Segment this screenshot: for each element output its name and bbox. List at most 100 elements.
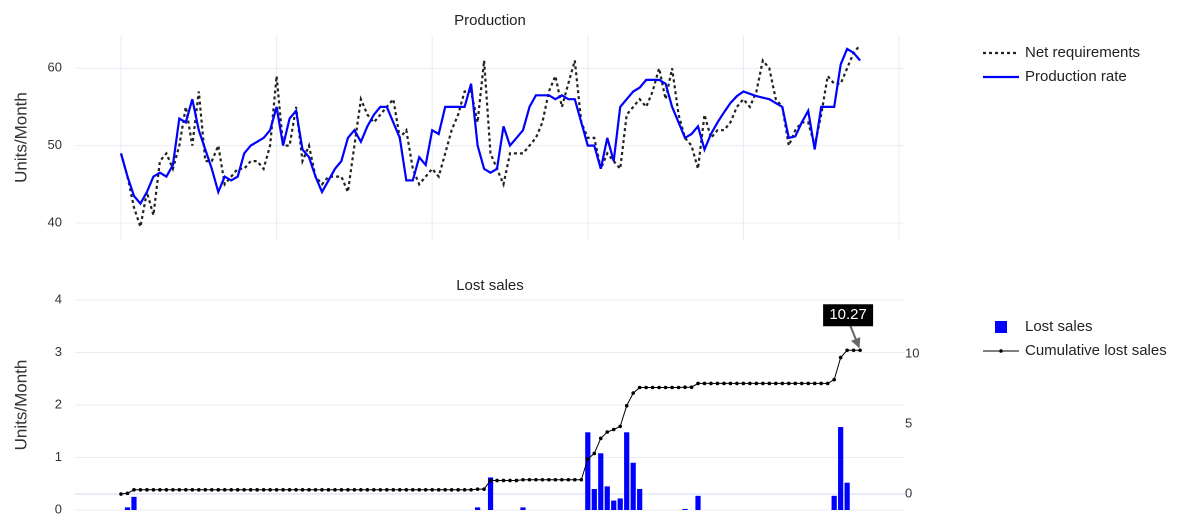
bar [611, 500, 617, 510]
series-point [501, 478, 506, 483]
series-point [346, 488, 350, 492]
bar [695, 495, 701, 510]
series-point [702, 381, 707, 386]
series-point [391, 488, 396, 492]
series-point [586, 457, 590, 461]
series-point [274, 488, 279, 492]
series-point [209, 488, 214, 492]
series-point [514, 478, 519, 483]
series-point [261, 488, 266, 492]
series-point [177, 488, 182, 492]
series-point [229, 488, 234, 492]
series-point [378, 488, 383, 492]
legend-label: Lost sales [1025, 318, 1093, 335]
series-point [300, 488, 305, 492]
series-point [333, 488, 337, 492]
series-point [436, 488, 441, 492]
series-point [637, 385, 642, 390]
series-point [138, 488, 143, 492]
series-point [819, 381, 823, 386]
y-axis-label: Units/Month [11, 360, 30, 451]
bar [131, 496, 137, 510]
series-point [579, 477, 584, 482]
series-point [248, 488, 253, 492]
series-point [851, 348, 856, 353]
annotation-arrow [849, 324, 861, 349]
series-point [268, 488, 272, 492]
series-point [339, 488, 344, 492]
series-point [715, 381, 720, 386]
series-point [663, 385, 668, 390]
series-point [462, 488, 467, 492]
series-point [184, 488, 188, 492]
series-point [547, 477, 551, 482]
series-point [242, 488, 246, 492]
series-point [313, 488, 318, 492]
y-tick-label: 0 [55, 501, 62, 516]
bar [124, 507, 131, 510]
y-tick-label: 4 [55, 291, 62, 306]
series-point [281, 488, 285, 492]
bar [637, 489, 643, 510]
series-point [592, 451, 597, 456]
series-point [644, 385, 648, 390]
series-point [125, 491, 130, 496]
series-point [132, 488, 136, 492]
series-point [164, 488, 169, 492]
series-point [508, 478, 512, 483]
legend-label: Net requirements [1025, 44, 1140, 61]
y-tick-label: 60 [48, 60, 62, 75]
legend-swatch [995, 321, 1007, 333]
series-point [728, 381, 733, 386]
series-point [631, 391, 635, 395]
series-point [294, 488, 298, 492]
series-point [709, 381, 713, 386]
series-point [650, 385, 655, 390]
bar [591, 489, 597, 510]
y-tick-label: 50 [48, 137, 62, 152]
chart-title: Lost sales [456, 277, 524, 294]
series-point [527, 477, 532, 482]
legend-label: Production rate [1025, 68, 1127, 85]
series-point [495, 478, 499, 483]
series-point [696, 381, 700, 386]
series-point [624, 403, 629, 408]
series-point [197, 488, 201, 492]
series-point [359, 488, 363, 492]
series-point [670, 385, 674, 390]
series-point [858, 348, 862, 353]
series-point [352, 488, 357, 492]
bar [520, 507, 526, 510]
y-tick-label: 40 [48, 214, 62, 229]
series-point [488, 478, 493, 483]
bar [487, 477, 494, 510]
series-point [573, 477, 577, 482]
series-point [171, 488, 175, 492]
series-point [566, 477, 571, 482]
y2-tick-label: 5 [905, 415, 912, 430]
series-point [469, 488, 473, 492]
series-point [722, 381, 726, 386]
series-point [255, 488, 259, 492]
series-point [158, 488, 162, 492]
series-point [482, 487, 486, 491]
bar [624, 432, 630, 510]
bar [598, 453, 604, 510]
y2-tick-label: 10 [905, 345, 919, 360]
series-point [287, 488, 292, 492]
series-point [475, 487, 480, 491]
series-point [443, 488, 447, 492]
series-point [119, 492, 123, 496]
series-point [326, 488, 331, 492]
annotation-box [823, 304, 874, 327]
series-point [423, 488, 428, 492]
series-point [540, 477, 545, 482]
series-point [689, 385, 694, 390]
y-tick-label: 1 [55, 449, 62, 464]
y-tick-label: 3 [55, 344, 62, 359]
series-line [119, 44, 861, 228]
series-point [611, 427, 616, 432]
series-point [560, 477, 564, 482]
series-point [735, 381, 739, 386]
series-point [657, 385, 661, 390]
